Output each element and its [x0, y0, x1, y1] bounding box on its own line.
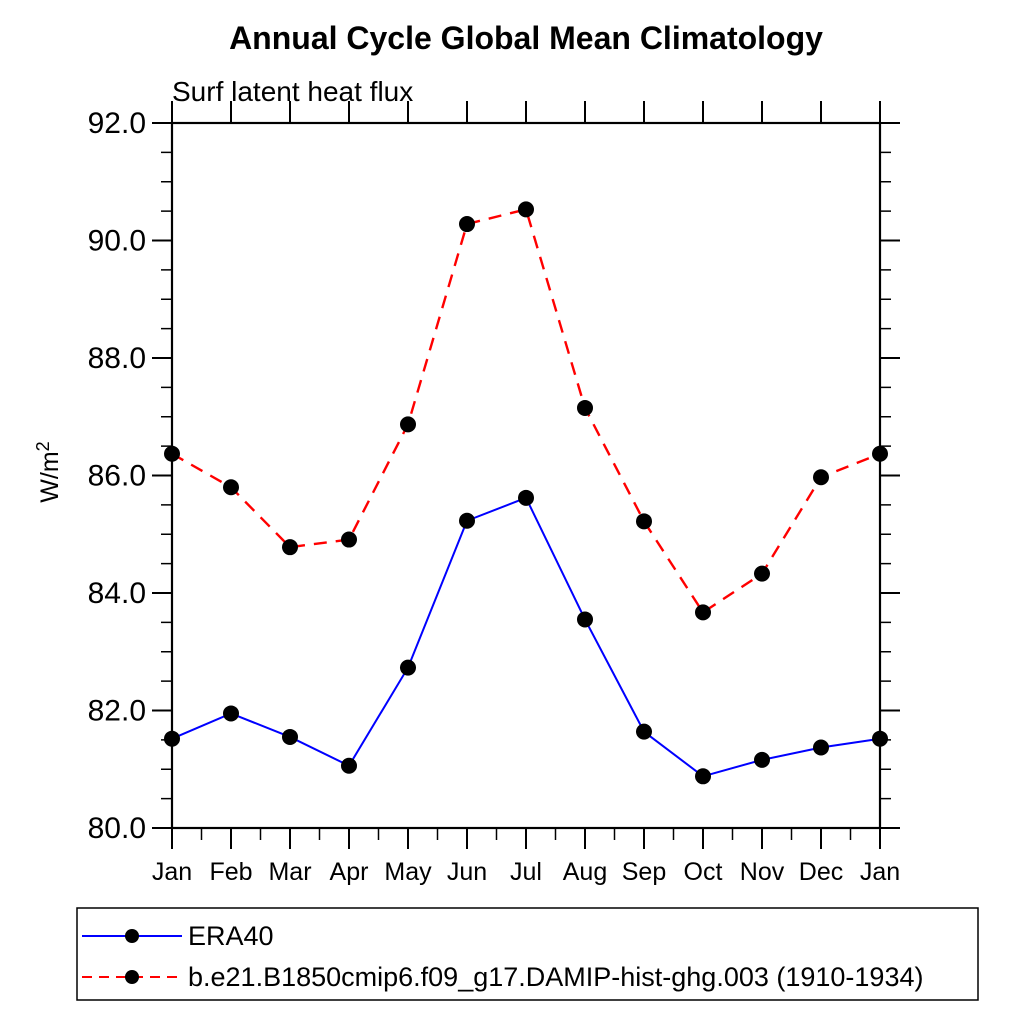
data-point-marker — [754, 565, 770, 582]
data-point-marker — [636, 723, 652, 740]
y-tick-label: 84.0 — [88, 577, 146, 610]
legend-label: ERA40 — [188, 921, 274, 951]
x-tick-label: Nov — [740, 858, 785, 886]
data-point-marker — [695, 768, 711, 785]
y-tick-label: 92.0 — [88, 107, 146, 140]
data-point-marker — [459, 216, 475, 233]
data-point-marker — [459, 512, 475, 529]
x-tick-label: Feb — [209, 858, 252, 886]
legend: ERA40 b.e21.B1850cmip6.f09_g17.DAMIP-hist… — [76, 907, 979, 1001]
data-point-marker — [813, 469, 829, 486]
data-point-marker — [518, 201, 534, 218]
data-point-marker — [223, 479, 239, 496]
data-point-marker — [164, 730, 180, 747]
data-point-marker — [282, 728, 298, 745]
x-tick-label: Oct — [684, 858, 723, 886]
legend-entry: ERA40 — [82, 921, 274, 951]
legend-marker — [125, 929, 139, 943]
data-series — [164, 201, 888, 785]
x-tick-label: Jan — [152, 858, 192, 886]
legend-marker — [125, 970, 139, 984]
data-point-marker — [341, 531, 357, 548]
chart-title: Annual Cycle Global Mean Climatology — [229, 20, 823, 56]
data-point-marker — [636, 513, 652, 530]
legend-entry: b.e21.B1850cmip6.f09_g17.DAMIP-hist-ghg.… — [82, 962, 923, 992]
data-point-marker — [872, 730, 888, 747]
y-tick-label: 80.0 — [88, 812, 146, 845]
y-tick-label: 88.0 — [88, 342, 146, 375]
data-point-marker — [518, 489, 534, 506]
plot-border — [170, 121, 882, 830]
axis-ticks — [152, 101, 900, 849]
series-model — [164, 201, 888, 621]
data-point-marker — [400, 659, 416, 676]
data-point-marker — [400, 416, 416, 433]
series-line — [171, 207, 881, 615]
x-tick-label: Dec — [799, 858, 843, 886]
x-tick-label: Mar — [268, 858, 311, 886]
axis-tick-labels: 80.0 82.0 84.0 86.0 88.0 90.0 92.0 Jan Feb Mar Apr… — [88, 107, 901, 886]
series-era40 — [164, 489, 888, 785]
x-tick-label: Jul — [510, 858, 542, 886]
series-line — [171, 496, 881, 778]
data-point-marker — [695, 604, 711, 621]
chart-subtitle: Surf latent heat flux — [172, 76, 413, 107]
x-tick-label: May — [384, 858, 432, 886]
data-point-marker — [577, 399, 593, 416]
data-point-marker — [813, 739, 829, 756]
data-point-marker — [872, 445, 888, 462]
data-point-marker — [223, 705, 239, 722]
y-axis-label: W/m2 — [33, 441, 64, 502]
y-tick-label: 90.0 — [88, 225, 146, 258]
data-point-marker — [754, 751, 770, 768]
y-tick-label: 82.0 — [88, 695, 146, 728]
x-tick-label: Jun — [447, 858, 487, 886]
x-tick-label: Aug — [563, 858, 607, 886]
y-tick-label: 86.0 — [88, 460, 146, 493]
data-point-marker — [577, 611, 593, 628]
x-tick-label: Sep — [622, 858, 666, 886]
data-point-marker — [341, 757, 357, 774]
data-point-marker — [282, 539, 298, 556]
legend-label: b.e21.B1850cmip6.f09_g17.DAMIP-hist-ghg.… — [188, 962, 923, 992]
plot-frame — [170, 121, 882, 830]
x-tick-label: Jan — [860, 858, 900, 886]
data-point-marker — [164, 445, 180, 462]
legend-box — [76, 907, 979, 1001]
x-tick-label: Apr — [330, 858, 369, 886]
